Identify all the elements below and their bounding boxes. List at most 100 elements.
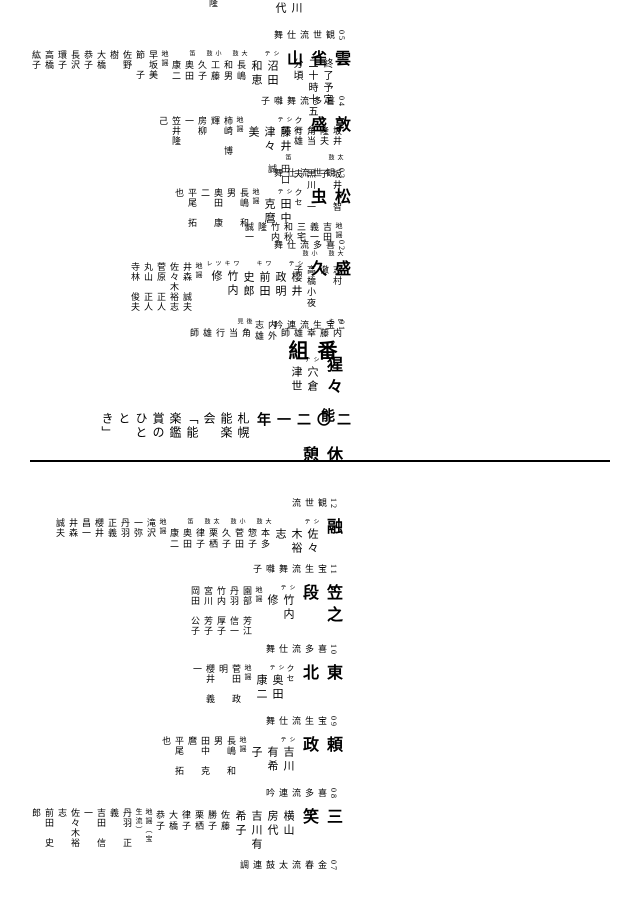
item-num-col: 08喜多流連吟 [30,788,338,800]
performer: 横山 房代 [264,810,296,852]
noh-subrole: ワキ内藤幸雄師 [279,318,344,348]
chorus-name: 岡田 公子 [189,586,202,636]
piece-name: 融 [320,518,344,556]
item-num: 05 [337,30,346,42]
noh-chorus2-block: 坂井 隆夫角当行雄師 [279,126,344,146]
noh-instr-row: 大鼓志村 徹 [318,250,344,310]
noh-role: シテ 穴倉 津世 [288,356,320,400]
chorus-name: 櫻井 義一 [191,664,217,708]
lower-page: 07金春流太鼓連調三 笑横山 房代吉川有希子佐藤 勝子栗栖 律子大橋 恭子地謡（… [0,462,374,892]
chorus-name: 園部 芳江 [241,586,254,636]
item-school: 金春流 [290,860,329,872]
chorus-block: 地謡滝沢 一弥丹羽 正義櫻井 昌一井森 誠夫 [54,518,168,556]
role-row: シテ竹内 修 [264,584,296,636]
instrument-row: 大鼓本多 惣子 [246,518,272,556]
instrument-row: 大橋 恭子 [154,808,180,852]
noh-instr-row: 小鼓高橋小夜子 [292,250,318,310]
role-row: 横山 房代 [264,808,296,852]
item-num-col: 05観世流仕舞 [30,30,346,42]
item-school: 宝生流 [290,564,329,576]
item-school: 喜多流 [290,788,329,800]
chorus-name: 竹内 厚子 [215,586,228,636]
noh-instr2-col: 太鼓坂井 智子黒川 一夫笛田口 誠 [30,154,344,214]
performer: 竹内 修 [264,594,296,636]
item-num: 04 [337,96,346,108]
item-num: 08 [329,788,338,800]
item-type: 仕舞 [264,716,290,728]
instrument-row: 栗栖 律子 [180,808,206,852]
chorus-name: 田中 克麿 [186,736,212,780]
item-num: 11 [329,564,338,576]
chorus-block: 地謡園部 芳江丹羽 信一竹内 厚子宮川 芳子岡田 公子 [189,586,264,636]
chorus-name: 宮川 芳子 [202,586,215,636]
noh-subrole: 内外志雄 [253,318,279,348]
chorus-name: 坂井隆 夫 [194,0,220,22]
item-num: 09 [329,716,338,728]
item-piece-col: 玉 葛シテ宮川紀代子地謡竹内 修坂井隆 夫 [30,0,352,22]
item-type: 連吟 [264,788,290,800]
chorus-name: 丹羽 正義 [106,518,132,556]
piece-name: 東 北 [296,664,344,708]
chorus-name: 滝沢 一弥 [132,518,158,556]
instrument-row: 太鼓栗栖 律子 [194,518,220,556]
piece-name: 三 笑 [296,808,344,852]
item-piece-col: 頼 政シテ吉川有希子地謡長嶋 和男田中 克麿平尾 拓也 [30,736,344,780]
item-type: 太鼓連調 [238,860,290,872]
item-num: 10 [329,644,338,656]
noh-chorus-block: 地謡吉田 義一三宅 和秋竹内隆 誠一 [243,222,344,242]
noh-piece-col: 猩々 シテ 穴倉 津世 [30,356,344,400]
item-num-col: 10喜多流仕舞 [30,644,338,656]
item-piece-col: 東 北クセシテ奥田 康二地謡菅田 政明櫻井 義一 [30,664,344,708]
item-type: 仕舞 [264,644,290,656]
role-row: シテ奥田 康二 [253,664,285,708]
piece-name: 玉 葛 [304,0,352,22]
chorus-block: 地謡竹内 修坂井隆 夫 [194,0,256,22]
piece-sub: クセ [285,664,296,708]
chorus-name: 前田 史郎 [30,808,56,852]
chorus-name: 佐々木裕志 [56,808,82,852]
instrument-row: 小鼓菅田 久子 [220,518,246,556]
item-num-col: 09宝生流仕舞 [30,716,338,728]
noh-instr-col: 大鼓志村 徹小鼓高橋小夜子 [30,250,344,310]
chorus-name: 長嶋 和男 [212,736,238,780]
instrument-row: 佐藤 勝子 [206,808,232,852]
performer: 宮川紀代子 [256,0,304,22]
noh-instr2-row: 太鼓坂井 智子黒川 一夫 [292,154,344,214]
role-row: シテ吉川有希子 [248,736,296,780]
item-num: 07 [329,860,338,872]
chorus-name: 平尾 拓也 [160,736,186,780]
piece-name: 頼 政 [296,736,344,780]
item-piece-col: 笠之段シテ竹内 修地謡園部 芳江丹羽 信一竹内 厚子宮川 芳子岡田 公子 [30,584,344,636]
chorus-name: 丹羽 信一 [228,586,241,636]
noh-label: 能 [316,408,336,438]
noh-piece: 猩々 [320,356,344,400]
item-school: 喜多流 [290,644,329,656]
piece-name: 笠之段 [296,584,344,636]
item-piece-col: 三 笑横山 房代吉川有希子佐藤 勝子栗栖 律子大橋 恭子地謡（宝生流）丹羽 正義… [30,808,344,852]
item-piece-col: 休 憩 [30,446,344,490]
noh-subrole: 後見角当行雄師 [188,318,253,348]
performer: 吉川有希子 [248,746,296,780]
role-row: シテ佐々木裕志 [272,518,320,556]
item-type: 仕舞 [272,30,298,42]
end-time-col: 終了予定 二十時十五分頃 [30,58,334,118]
role-row: 吉川有希子 [232,808,264,852]
item-num: 12 [329,498,338,510]
item-num-col: 12観世流 [30,498,338,510]
item-school: 観世流 [290,498,329,510]
chorus-name: 菅田 政明 [217,664,243,708]
performer: 佐々木裕志 [272,528,320,556]
noh-chorus2-col: 坂井 隆夫角当行雄師 [30,126,344,146]
chorus-name: 丹羽 正義 [108,808,134,852]
chorus-name: 井森 誠夫 [54,518,80,556]
chorus-name: 吉田 信一 [82,808,108,852]
instrument-row: 笛奥田 康二 [168,518,194,556]
performer: 吉川有希子 [232,810,264,852]
chorus-block: 地謡（宝生流）丹羽 正義吉田 信一佐々木裕志前田 史郎 [30,808,154,852]
item-school: 宝生流 [290,716,329,728]
chorus-name: 竹内 修 [220,0,246,22]
item-school: 観世流 [298,30,337,42]
item-num-col: 07金春流太鼓連調 [30,860,338,872]
noh-chorus-col: 地謡吉田 義一三宅 和秋竹内隆 誠一 [30,222,344,242]
noh-sub-col: ワキ内藤幸雄師内外志雄後見角当行雄師 [30,318,344,348]
